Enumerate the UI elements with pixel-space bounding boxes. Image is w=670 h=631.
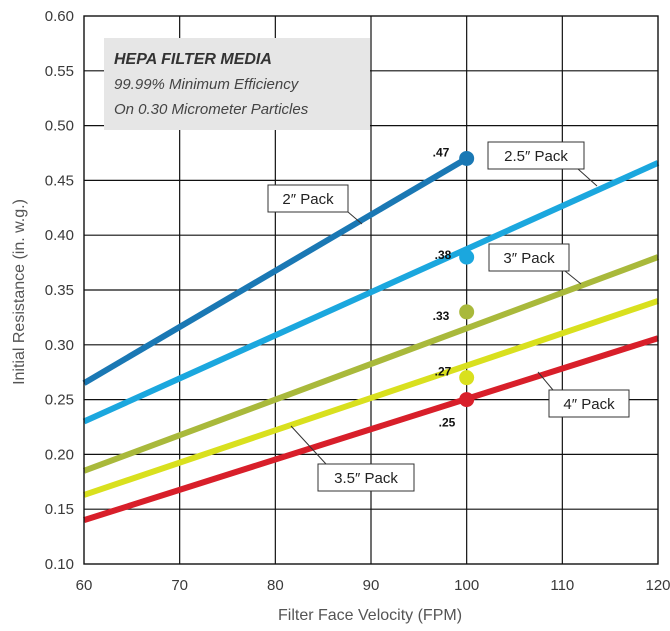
y-tick-label: 0.10 (45, 556, 74, 573)
info-box: HEPA FILTER MEDIA 99.99% Minimum Efficie… (104, 38, 370, 130)
plot-border (83, 15, 659, 565)
point-value-label-4: .25 (439, 416, 456, 430)
info-box-line-2: On 0.30 Micrometer Particles (114, 101, 309, 118)
series-marker-4 (459, 392, 475, 408)
series-label-leader-0 (347, 211, 363, 225)
series-label-box-2 (488, 243, 570, 272)
series-label-leader-4 (537, 371, 554, 391)
x-axis-title: Filter Face Velocity (FPM) (278, 607, 462, 624)
point-value-label-3: .27 (435, 365, 452, 379)
series-labels: .47 .38 .33 .27 .25 2″ Pack 2.5″ Pack 3″ Pack 3.… (267, 141, 630, 492)
y-tick-label: 0.25 (45, 392, 74, 409)
x-tick-label: 80 (267, 577, 284, 594)
series-line-0 (82, 155, 469, 386)
y-tick-label: 0.40 (45, 227, 74, 244)
series-label-3: 3.5″ Pack (334, 470, 398, 487)
point-value-label-2: .33 (433, 309, 450, 323)
tick-labels: 60 70 80 90 100 110 120 0.10 0.15 0.20 0.25 0.30 0.3… (45, 8, 670, 594)
series-marker-3 (459, 370, 475, 386)
y-tick-label: 0.55 (45, 63, 74, 80)
series-label-box-1 (487, 141, 585, 170)
x-tick-label: 90 (363, 577, 380, 594)
series-marker-2 (459, 304, 475, 320)
series-label-4: 4″ Pack (563, 396, 615, 413)
series-label-1: 2.5″ Pack (504, 148, 568, 165)
series-label-box-4 (548, 389, 630, 418)
y-tick-label: 0.35 (45, 282, 74, 299)
series-label-leader-2 (564, 270, 582, 285)
series-label-2: 3″ Pack (503, 250, 555, 267)
point-value-label-0: .47 (433, 145, 450, 159)
series-marker-0 (459, 150, 475, 166)
info-box-title: HEPA FILTER MEDIA (114, 51, 272, 68)
y-tick-label: 0.50 (45, 118, 74, 135)
x-tick-label: 110 (550, 577, 574, 594)
series-label-leader-1 (577, 168, 598, 187)
series-label-leader-3 (290, 425, 327, 465)
series-marker-1 (459, 249, 475, 265)
series-line-4 (83, 335, 659, 524)
x-tick-label: 100 (454, 577, 479, 594)
y-axis-title: Initial Resistance (in. w.g.) (11, 199, 28, 385)
plot-frame (83, 15, 659, 565)
info-box-line-1: 99.99% Minimum Efficiency (114, 76, 300, 93)
x-tick-label: 120 (645, 577, 670, 594)
series-line-2 (82, 254, 660, 474)
series-lines (82, 150, 660, 524)
x-tick-label: 70 (171, 577, 188, 594)
series-label-0: 2″ Pack (282, 191, 334, 208)
series-line-3 (83, 298, 659, 498)
y-tick-label: 0.15 (45, 501, 74, 518)
y-tick-label: 0.30 (45, 337, 74, 354)
y-tick-label: 0.60 (45, 8, 74, 25)
series-label-box-3 (317, 463, 415, 492)
y-tick-label: 0.20 (45, 446, 74, 463)
y-tick-label: 0.45 (45, 172, 74, 189)
info-box-background (104, 38, 370, 130)
x-tick-label: 60 (76, 577, 93, 594)
series-label-box-0 (267, 184, 349, 213)
point-value-label-1: .38 (435, 248, 452, 262)
series-line-1 (82, 160, 660, 425)
